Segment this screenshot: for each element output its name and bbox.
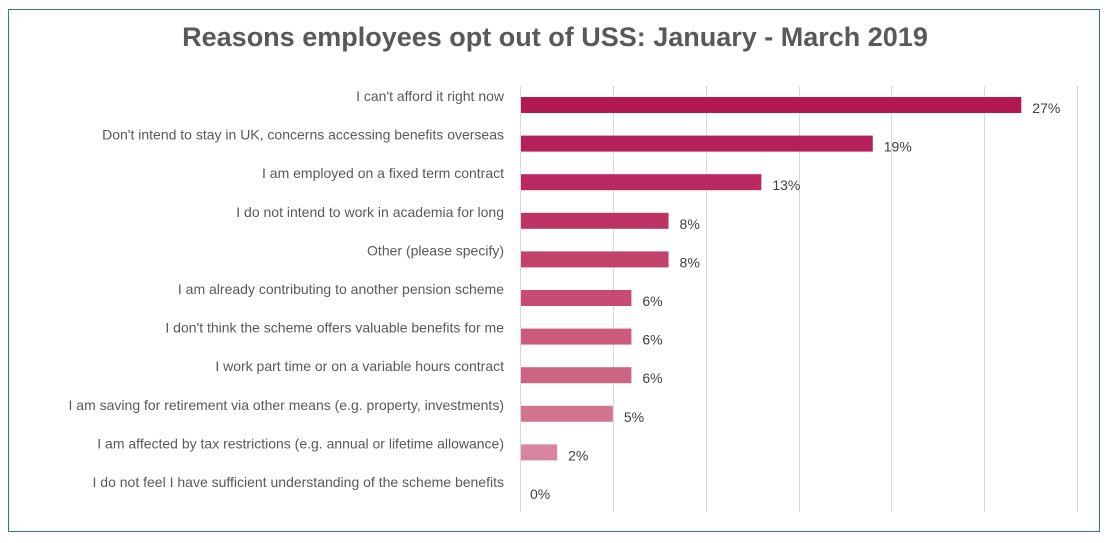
value-labels: 27% 19% 13% 8% 8% 6% 6% 6% 5% 2% 0% [530, 100, 1060, 502]
category-label: Don't intend to stay in UK, concerns acc… [102, 127, 504, 143]
category-label: I do not intend to work in academia for … [236, 204, 504, 220]
category-label: I work part time or on a variable hours … [215, 358, 504, 374]
bar [521, 251, 669, 268]
category-label: I am saving for retirement via other mea… [69, 397, 504, 413]
data-label: 8% [680, 216, 700, 232]
bar [521, 405, 613, 422]
bar [521, 212, 669, 229]
bar [521, 328, 632, 345]
category-labels: I can't afford it right now Don't intend … [69, 88, 505, 490]
data-label: 8% [680, 254, 700, 270]
bar [521, 367, 632, 384]
category-label: I am already contributing to another pen… [178, 281, 504, 297]
bar [521, 135, 873, 152]
data-label: 5% [624, 409, 644, 425]
category-label: Other (please specify) [367, 242, 504, 258]
category-label: I do not feel I have sufficient understa… [93, 474, 504, 490]
data-label: 0% [530, 486, 550, 502]
data-label: 6% [642, 332, 662, 348]
data-label: 2% [568, 447, 588, 463]
bar [521, 97, 1022, 113]
data-label: 6% [642, 370, 662, 386]
bar [521, 290, 632, 306]
data-label: 27% [1032, 100, 1060, 116]
data-label: 19% [884, 139, 912, 155]
bars [521, 97, 1022, 461]
chart-title: Reasons employees opt out of USS: Januar… [182, 22, 928, 52]
bar [521, 174, 762, 191]
category-label: I am employed on a fixed term contract [262, 165, 504, 181]
data-label: 13% [772, 177, 800, 193]
category-label: I am affected by tax restrictions (e.g. … [97, 435, 504, 451]
data-label: 6% [642, 293, 662, 309]
category-label: I can't afford it right now [356, 88, 505, 104]
bar [521, 444, 558, 461]
gridlines [520, 86, 1078, 512]
category-label: I don't think the scheme offers valuable… [165, 320, 504, 336]
